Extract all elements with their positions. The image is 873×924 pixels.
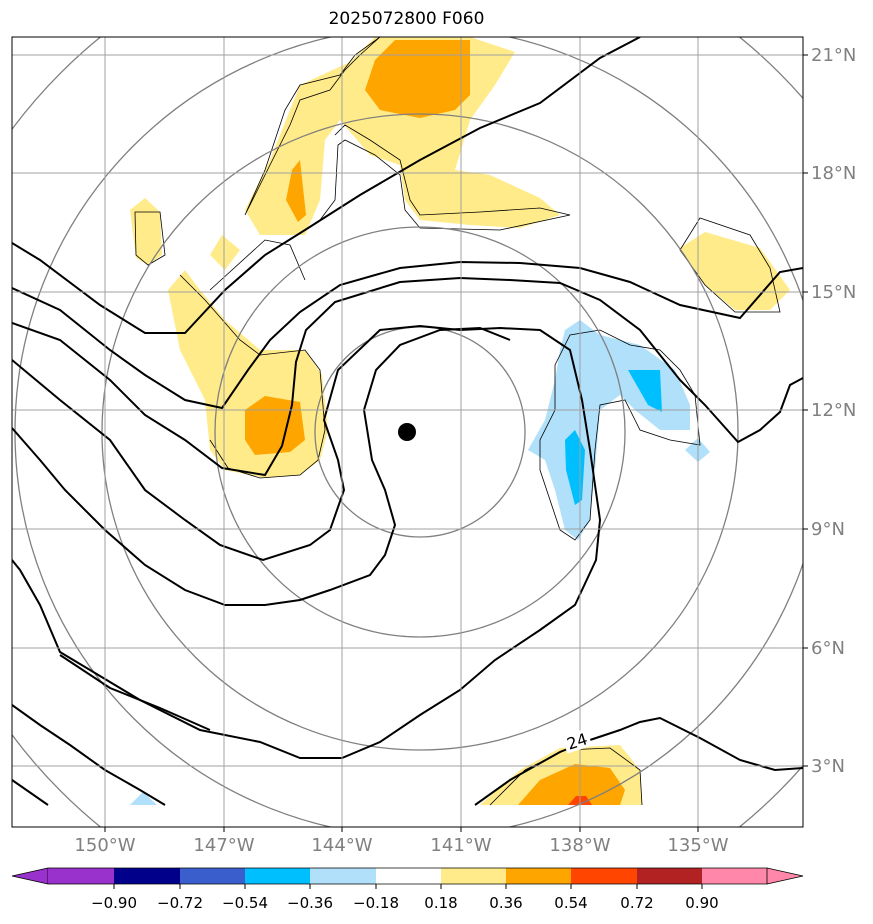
colorbar-tick-label: 0.36 [489,894,522,912]
orange-region [518,764,625,805]
colorbar-tick-label: 0.90 [685,894,718,912]
lat-label: 21°N [811,45,856,66]
colorbar-tick-label: 0.72 [620,894,653,912]
graticule [12,37,803,827]
lon-label: 138°W [549,835,610,856]
lightblue-region [130,792,157,805]
colorbar-tick-label: −0.54 [222,894,268,912]
yellow-region [680,232,790,310]
positive-shading [130,37,790,805]
lat-label: 18°N [811,163,856,184]
colorbar-tick-label: −0.90 [91,894,137,912]
colorbar-tick-label: −0.36 [287,894,333,912]
lat-label: 6°N [811,638,845,659]
lon-label: 135°W [667,835,728,856]
colorbar-tick-label: 0.54 [554,894,587,912]
orange-region [365,40,470,118]
colorbar-tick-label: −0.18 [353,894,399,912]
lat-ticks [803,54,808,767]
lon-labels: 150°W 147°W 144°W 141°W 138°W 135°W [74,835,728,856]
yellow-region [210,235,240,270]
lat-label: 12°N [811,400,856,421]
colorbar-extend-low [11,867,49,885]
lat-label: 9°N [811,519,845,540]
colorbar-tick-label: 0.18 [424,894,457,912]
yellow-region [130,198,162,265]
orange-region [286,160,306,222]
colorbar: −0.90 −0.72 −0.54 −0.36 −0.18 0.18 0.36 … [11,867,804,912]
blue-region [628,370,662,412]
lat-labels: 21°N 18°N 15°N 12°N 9°N 6°N 3°N [811,45,856,777]
map-title: 2025072800 F060 [328,9,485,29]
lon-label: 141°W [430,835,491,856]
lon-label: 144°W [311,835,372,856]
orange-region [245,396,305,455]
streamlines [12,37,803,806]
storm-center-marker [398,423,416,441]
colorbar-extend-high [766,867,804,885]
lon-ticks [104,827,699,832]
yellow-region [245,37,560,235]
map-frame [11,36,804,828]
lon-label: 150°W [74,835,135,856]
colorbar-tick-label: −0.72 [157,894,203,912]
lat-label: 15°N [811,282,856,303]
lat-label: 3°N [811,756,845,777]
lon-label: 147°W [193,835,254,856]
